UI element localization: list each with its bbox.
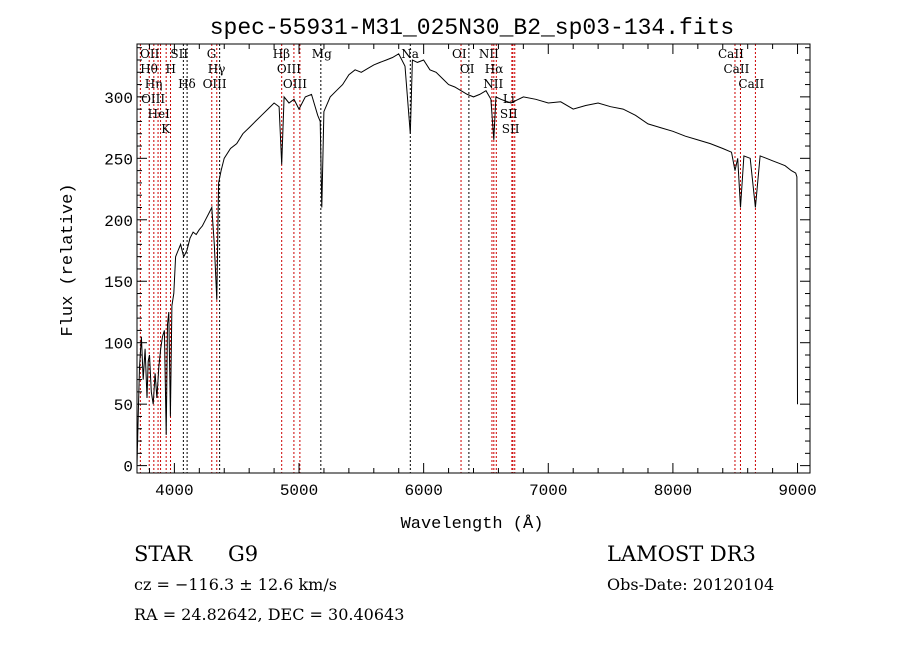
line-marker-label: NII <box>479 47 499 61</box>
line-marker-label: H <box>166 62 176 76</box>
star-class: STAR <box>134 542 193 566</box>
line-marker-label: OI <box>452 47 467 61</box>
x-tick-label: 9000 <box>778 482 816 500</box>
line-marker-label: Hη <box>145 77 163 91</box>
y-tick-label: 300 <box>104 90 133 108</box>
y-tick-label: 200 <box>104 213 133 231</box>
line-marker-label: SII <box>500 107 518 121</box>
line-marker-label: Hβ <box>273 47 290 61</box>
x-tick-label: 6000 <box>404 482 442 500</box>
line-marker-label: OIII <box>203 77 227 91</box>
star-subclass: G9 <box>228 542 258 566</box>
line-marker-label: OI <box>460 62 475 76</box>
y-tick-label: 150 <box>104 274 133 292</box>
x-tick-label: 5000 <box>280 482 318 500</box>
obs-date: Obs-Date: 20120104 <box>607 575 774 594</box>
y-tick-label: 100 <box>104 336 133 354</box>
x-tick-label: 7000 <box>529 482 567 500</box>
line-marker-label: CaII <box>724 62 750 76</box>
x-tick-label: 4000 <box>155 482 193 500</box>
survey-label: LAMOST DR3 <box>607 542 756 566</box>
line-marker-label: Li <box>503 92 515 106</box>
line-marker-label: Hα <box>485 62 504 76</box>
y-tick-label: 50 <box>114 397 133 415</box>
line-marker-label: OIII <box>283 77 307 91</box>
line-marker-label: K <box>161 122 171 136</box>
plot-frame <box>136 43 811 474</box>
coordinates: RA = 24.82642, DEC = 30.40643 <box>134 605 404 624</box>
line-marker-label: G <box>207 47 217 61</box>
line-marker-label: NII <box>483 77 503 91</box>
line-marker-label: SII <box>502 122 520 136</box>
line-marker-label: OIII <box>141 92 165 106</box>
line-marker-label: Na <box>401 47 419 61</box>
y-axis-label: Flux (relative) <box>59 183 78 336</box>
x-axis-label: Wavelength (Å) <box>401 515 544 534</box>
line-marker-label: CaII <box>738 77 764 91</box>
chart-title: spec-55931-M31_025N30_B2_sp03-134.fits <box>210 15 735 41</box>
x-tick-label: 8000 <box>654 482 692 500</box>
redshift-cz: cz = −116.3 ± 12.6 km/s <box>134 575 337 594</box>
line-marker-label: Hδ <box>178 77 196 91</box>
line-marker-label: HeI <box>148 107 171 121</box>
line-marker-label: SII <box>170 47 188 61</box>
y-tick-label: 250 <box>104 151 133 169</box>
line-marker-label: OIII <box>277 62 301 76</box>
spectrum-line <box>136 53 798 466</box>
line-marker-label: CaII <box>718 47 744 61</box>
line-marker-label: Hθ <box>140 62 158 76</box>
y-tick-label: 0 <box>123 459 133 477</box>
line-marker-label: Mg <box>312 47 332 61</box>
line-marker-label: OII <box>140 47 160 61</box>
line-marker-label: Hγ <box>208 62 226 76</box>
